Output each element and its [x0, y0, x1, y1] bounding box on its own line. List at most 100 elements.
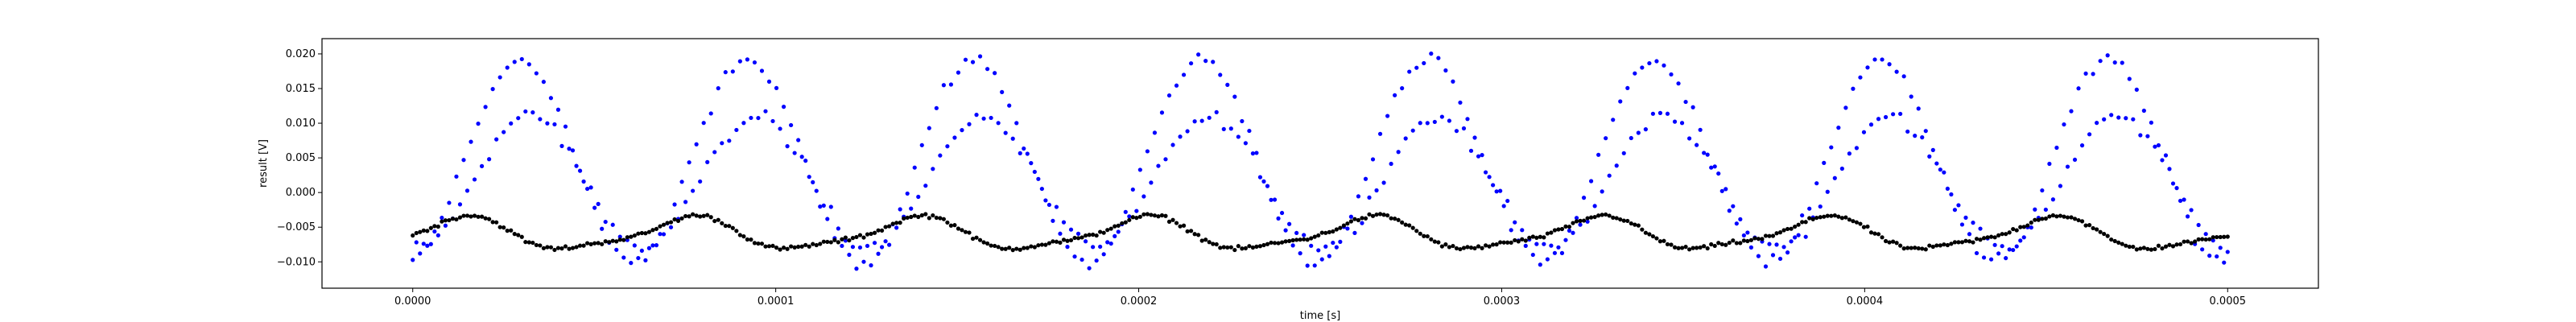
- black-data-point: [1381, 213, 1386, 217]
- blue-data-point: [960, 128, 964, 133]
- black-data-point: [1647, 232, 1652, 237]
- black-data-point: [2087, 223, 2092, 228]
- blue-data-point: [443, 223, 448, 228]
- x-axis-ticks: 0.0000 0.0001 0.0002 0.0003 0.0004 0.0005: [394, 288, 2246, 308]
- black-data-point: [2047, 214, 2052, 219]
- blue-data-point: [1360, 221, 1364, 225]
- blue-data-point: [1352, 230, 1357, 235]
- black-data-point: [996, 245, 1001, 250]
- blue-data-point: [1334, 245, 1339, 250]
- black-data-point: [541, 246, 546, 250]
- blue-data-point: [1272, 197, 1278, 202]
- blue-data-point: [1858, 75, 1863, 80]
- black-data-point: [1116, 223, 1121, 228]
- blue-data-point: [1832, 175, 1837, 180]
- blue-data-point: [778, 126, 782, 131]
- black-data-point: [581, 243, 586, 248]
- black-data-point: [1581, 218, 1587, 223]
- blue-data-point: [1472, 135, 1477, 140]
- black-data-point: [530, 240, 535, 246]
- black-data-point: [993, 243, 997, 249]
- black-data-point: [447, 217, 452, 223]
- black-data-point: [970, 236, 976, 242]
- blue-data-point: [1068, 227, 1074, 232]
- blue-data-point: [1265, 184, 1270, 188]
- blue-data-point: [632, 243, 637, 248]
- blue-data-point: [2211, 238, 2215, 243]
- black-data-point: [1967, 239, 1972, 244]
- blue-data-point: [1174, 83, 1179, 88]
- black-data-point: [1789, 226, 1794, 231]
- blue-data-point: [1650, 111, 1656, 116]
- black-data-point: [716, 217, 720, 222]
- blue-data-point: [730, 69, 735, 74]
- blue-data-point: [2018, 238, 2023, 243]
- black-data-point: [2112, 238, 2117, 244]
- blue-data-point: [512, 60, 517, 64]
- series-black-points: [411, 212, 2230, 253]
- blue-data-point: [479, 163, 485, 168]
- black-data-point: [607, 240, 612, 245]
- blue-data-point: [1657, 110, 1663, 115]
- black-data-point: [741, 234, 746, 239]
- blue-data-point: [1513, 220, 1517, 225]
- blue-data-point: [799, 155, 804, 159]
- black-data-point: [563, 244, 568, 249]
- black-data-point: [1316, 233, 1321, 238]
- black-data-point: [778, 247, 782, 252]
- black-data-point: [632, 233, 637, 238]
- blue-data-point: [1214, 109, 1219, 114]
- black-data-point: [675, 218, 681, 223]
- blue-data-point: [981, 116, 986, 121]
- blue-data-point: [1913, 134, 1918, 138]
- black-data-point: [490, 220, 495, 225]
- blue-data-point: [1290, 243, 1295, 248]
- black-data-point: [1465, 245, 1470, 250]
- black-data-point: [2189, 241, 2194, 246]
- black-data-point: [770, 243, 775, 249]
- blue-data-point: [821, 203, 826, 208]
- blue-data-point: [494, 137, 499, 142]
- blue-data-point: [1963, 215, 1968, 220]
- blue-data-point: [1920, 135, 1925, 140]
- black-data-point: [909, 214, 914, 220]
- blue-data-point: [1559, 250, 1565, 255]
- black-data-point: [1370, 213, 1376, 218]
- blue-data-point: [923, 184, 928, 188]
- black-data-point: [1690, 246, 1695, 250]
- black-data-point: [1927, 243, 1932, 248]
- blue-data-point: [2102, 117, 2107, 122]
- blue-data-point: [1425, 121, 1430, 126]
- blue-data-point: [545, 121, 550, 126]
- black-data-point: [2095, 227, 2099, 232]
- black-data-point: [2182, 239, 2186, 244]
- black-data-point: [2218, 234, 2223, 240]
- blue-data-point: [567, 147, 572, 151]
- black-data-point: [1971, 240, 1975, 245]
- blue-data-point: [2189, 208, 2194, 213]
- blue-data-point: [1836, 126, 1841, 130]
- black-data-point: [1942, 242, 1946, 247]
- blue-data-point: [1556, 245, 1561, 250]
- black-data-point: [1633, 222, 1637, 227]
- black-data-point: [1702, 244, 1707, 249]
- black-data-point: [1498, 240, 1503, 245]
- blue-data-point: [1520, 228, 1525, 233]
- black-data-point: [2116, 240, 2121, 245]
- black-data-point: [1676, 246, 1681, 250]
- blue-data-point: [1236, 134, 1241, 139]
- black-data-point: [1538, 234, 1542, 239]
- blue-data-point: [2131, 117, 2136, 122]
- blue-data-point: [759, 68, 765, 73]
- black-data-point: [1058, 240, 1063, 245]
- blue-data-point: [1319, 257, 1324, 262]
- blue-data-point: [2138, 133, 2143, 138]
- black-data-point: [1487, 244, 1492, 249]
- black-data-point: [1276, 241, 1281, 246]
- blue-data-point: [596, 201, 601, 206]
- blue-data-point: [2062, 122, 2066, 127]
- black-data-point: [872, 230, 877, 235]
- blue-data-point: [1748, 245, 1753, 250]
- blue-data-point: [2029, 225, 2033, 230]
- black-data-point: [2163, 244, 2169, 249]
